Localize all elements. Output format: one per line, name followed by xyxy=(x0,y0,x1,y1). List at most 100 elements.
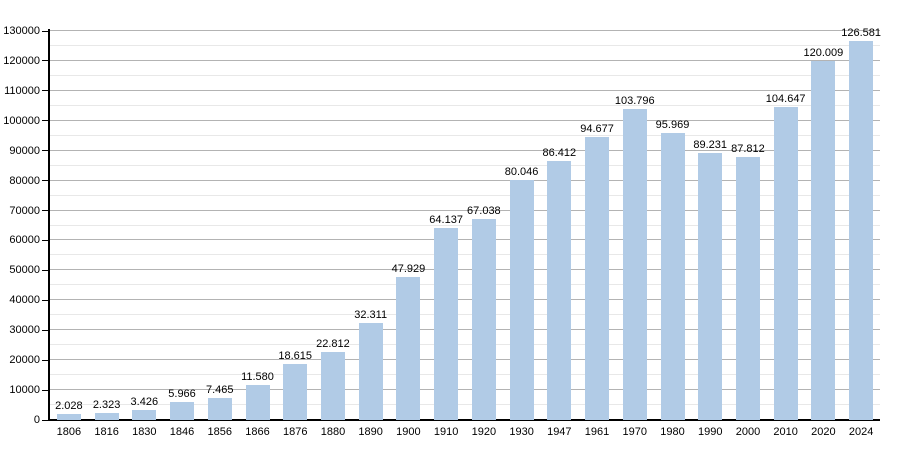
bar-value-label: 67.038 xyxy=(467,205,501,218)
bar-value-label: 86.412 xyxy=(542,147,577,160)
x-axis-label: 1920 xyxy=(471,426,497,438)
y-axis-tick xyxy=(42,30,48,32)
x-axis-label: 1876 xyxy=(282,426,308,438)
bar xyxy=(207,397,232,420)
x-axis-label: 1806 xyxy=(56,426,82,438)
bar xyxy=(56,413,81,420)
bar xyxy=(811,60,836,420)
x-axis-label: 1830 xyxy=(132,426,157,438)
bar-value-label: 22.812 xyxy=(316,337,350,350)
bar-value-label: 80.046 xyxy=(504,166,539,179)
gridline-major xyxy=(50,89,880,91)
y-axis-label: 80000 xyxy=(9,174,40,187)
bar-value-label: 2.028 xyxy=(55,399,83,412)
bar xyxy=(396,276,421,420)
bar-value-label: 2.323 xyxy=(92,399,121,412)
x-axis-label: 1846 xyxy=(169,426,195,438)
x-axis-line xyxy=(48,419,880,421)
bar-value-label: 104.647 xyxy=(765,92,806,105)
x-axis-label: 1866 xyxy=(245,426,270,438)
y-axis-label: 0 xyxy=(33,414,40,426)
gridline-minor xyxy=(50,314,880,316)
bar-value-label: 11.580 xyxy=(241,371,274,384)
y-axis-tick xyxy=(42,299,48,301)
x-axis-label: 1990 xyxy=(697,426,723,438)
gridline-minor xyxy=(50,374,880,376)
gridline-major xyxy=(50,149,880,151)
y-axis-label: 90000 xyxy=(9,144,40,157)
bar-value-label: 18.615 xyxy=(278,350,313,363)
x-axis-label: 1816 xyxy=(94,426,119,438)
bar xyxy=(735,157,760,420)
bar xyxy=(547,161,572,420)
bar-value-label: 89.231 xyxy=(693,139,728,151)
bar xyxy=(132,409,157,420)
gridline-major xyxy=(50,119,880,121)
gridline-major xyxy=(50,59,880,61)
gridline-major xyxy=(50,359,880,361)
bar xyxy=(283,364,308,420)
y-axis-label: 10000 xyxy=(9,384,40,397)
gridline-major xyxy=(50,209,880,211)
bar xyxy=(660,132,685,420)
x-axis-label: 1890 xyxy=(358,426,383,438)
y-axis-label: 120000 xyxy=(3,54,40,67)
y-axis-tick xyxy=(42,329,48,331)
y-axis-tick xyxy=(42,120,48,122)
y-axis-tick xyxy=(42,389,48,391)
y-axis-tick xyxy=(42,150,48,152)
gridline-minor xyxy=(50,104,880,106)
gridline-major xyxy=(50,179,880,181)
bar xyxy=(509,180,534,420)
gridline-minor xyxy=(50,194,880,196)
x-axis-label: 1910 xyxy=(433,426,459,438)
x-axis-label: 2020 xyxy=(811,426,836,438)
y-axis-tick xyxy=(42,239,48,241)
gridline-minor xyxy=(50,224,880,226)
bar-value-label: 87.812 xyxy=(731,143,765,156)
y-axis-tick xyxy=(42,210,48,212)
bar xyxy=(358,323,383,420)
gridline-minor xyxy=(50,164,880,166)
x-axis-label: 1970 xyxy=(622,426,648,438)
gridline-minor xyxy=(50,404,880,406)
y-axis-label: 60000 xyxy=(9,234,40,247)
gridline-major xyxy=(50,329,880,331)
bar-value-label: 120.009 xyxy=(803,46,844,59)
bar-value-label: 3.426 xyxy=(130,395,159,408)
x-axis-label: 2000 xyxy=(735,426,761,438)
bar xyxy=(170,402,195,420)
y-axis-label: 30000 xyxy=(9,324,40,337)
bar-value-label: 47.929 xyxy=(391,262,426,275)
gridline-major xyxy=(50,30,880,31)
x-axis-label: 1900 xyxy=(396,426,421,438)
y-axis-label: 20000 xyxy=(9,354,40,367)
y-axis-label: 130000 xyxy=(3,25,40,37)
x-axis-label: 1880 xyxy=(320,426,346,438)
bar-value-label: 32.311 xyxy=(354,309,388,322)
plot-area: 2.028 1806 2.323 1816 3.426 1830 5.966 1846 7.46… xyxy=(50,27,881,438)
bar xyxy=(773,106,798,420)
gridline-major xyxy=(50,269,880,271)
bar xyxy=(849,41,874,420)
bar xyxy=(585,136,610,420)
x-axis-label: 1980 xyxy=(660,426,685,438)
x-axis-label: 2024 xyxy=(848,426,874,438)
gridline-minor xyxy=(50,254,880,256)
y-axis-line xyxy=(48,29,50,421)
y-axis-tick xyxy=(42,180,48,182)
bar xyxy=(94,413,119,420)
x-axis-label: 1930 xyxy=(509,426,534,438)
bar-value-label: 95.969 xyxy=(655,118,690,131)
y-axis-tick xyxy=(42,90,48,92)
bar-value-label: 126.581 xyxy=(841,27,882,40)
y-axis-label: 70000 xyxy=(9,204,40,217)
y-axis-label: 50000 xyxy=(9,264,40,277)
gridline-major xyxy=(50,239,880,241)
bar xyxy=(698,153,723,420)
gridline-minor xyxy=(50,74,880,76)
bar xyxy=(320,351,345,420)
y-axis-tick xyxy=(42,269,48,271)
bar-value-label: 103.796 xyxy=(614,95,655,108)
